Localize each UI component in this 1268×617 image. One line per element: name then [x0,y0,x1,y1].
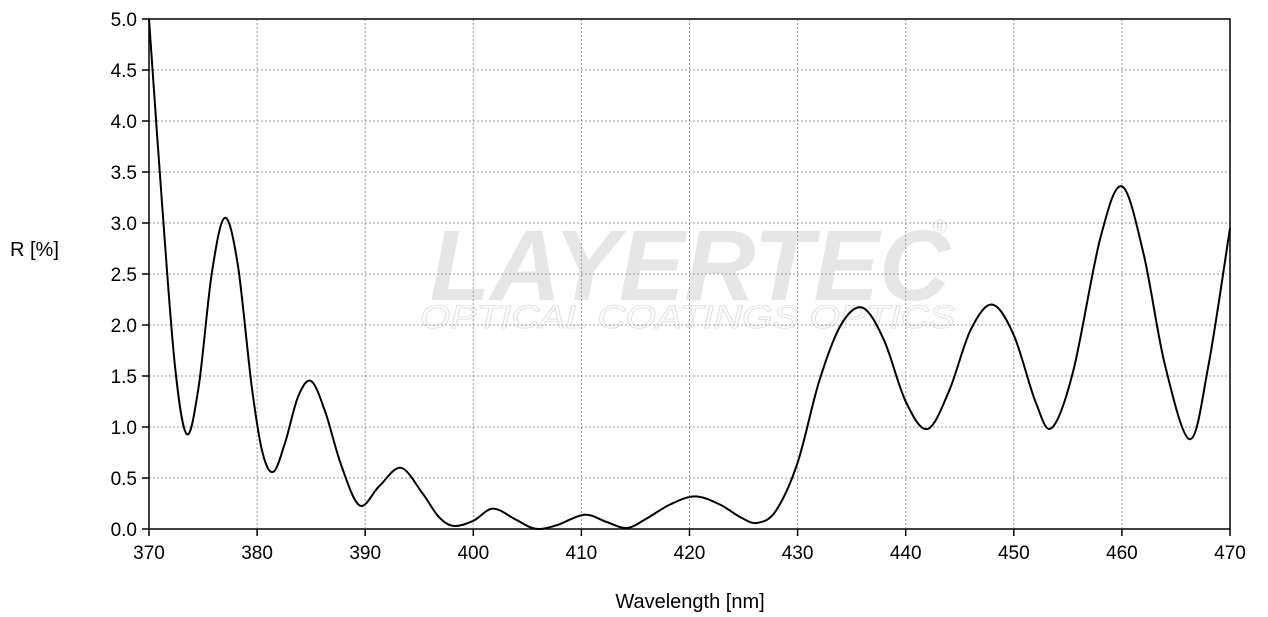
tick-labels: 370 380 390 400 410 420 430 440 450 460 470 0.0 0.5 1… [111,10,1246,564]
y-tick-label: 0.0 [111,520,137,541]
y-tick-label: 2.0 [111,316,137,337]
watermark-subtitle: OPTICAL COATINGS OPTICS [420,299,955,335]
x-tick-label: 420 [674,543,706,564]
y-tick-label: 3.0 [111,214,137,235]
y-tick-label: 2.5 [111,265,137,286]
x-tick-label: 400 [457,543,489,564]
watermark-logo: LAYERTEC [430,210,952,322]
x-tick-label: 450 [998,543,1030,564]
series-line-reflectance [148,18,1231,530]
y-tick-label: 1.0 [111,418,137,439]
y-tick-label: 0.5 [111,469,137,490]
y-tick-label: 1.5 [111,367,137,388]
series-layer [148,18,1231,530]
y-axis-title: R [%] [10,239,59,261]
grid [149,19,1230,529]
x-tick-label: 440 [890,543,922,564]
x-axis-title: Wavelength [nm] [615,591,764,613]
x-tick-label: 470 [1214,543,1246,564]
y-tick-label: 3.5 [111,163,137,184]
y-tick-label: 4.0 [111,112,137,133]
watermark: LAYERTEC ® OPTICAL COATINGS OPTICS [420,210,956,336]
axes [142,18,1231,536]
x-tick-label: 390 [349,543,381,564]
x-tick-label: 370 [133,543,165,564]
plot-frame [148,18,1231,530]
watermark-registered-mark: ® [932,217,947,239]
x-tick-label: 460 [1106,543,1138,564]
x-tick-label: 380 [241,543,273,564]
x-tick-label: 430 [782,543,814,564]
y-tick-label: 4.5 [111,61,137,82]
y-tick-label: 5.0 [111,10,137,31]
x-tick-label: 410 [566,543,598,564]
